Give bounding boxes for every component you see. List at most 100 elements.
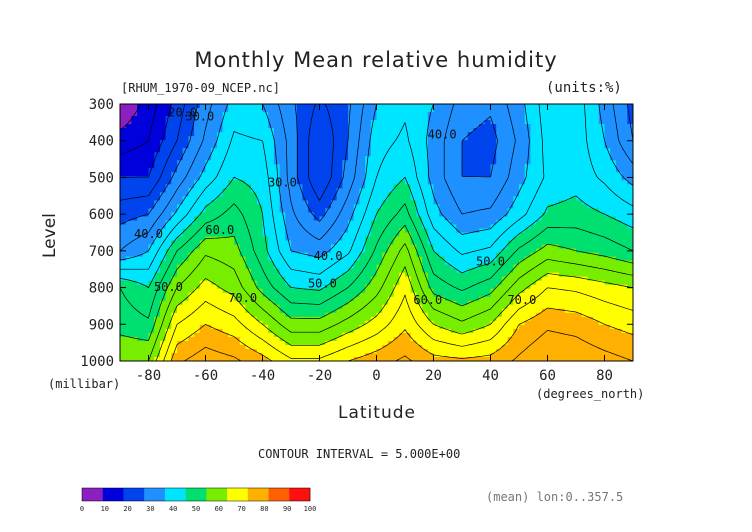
field-cell xyxy=(353,188,360,193)
field-cell xyxy=(348,220,355,226)
field-cell xyxy=(558,284,566,290)
field-cell xyxy=(211,200,218,205)
field-cell xyxy=(479,228,486,234)
field-cell xyxy=(615,304,623,310)
field-cell xyxy=(393,172,400,177)
field-cell xyxy=(467,220,474,226)
field-cell xyxy=(182,168,189,173)
field-cell xyxy=(570,208,577,214)
field-cell xyxy=(262,264,269,270)
field-cell xyxy=(519,148,526,153)
field-cell xyxy=(501,284,509,290)
field-cell xyxy=(473,296,480,302)
field-cell xyxy=(273,276,281,282)
field-cell xyxy=(245,164,252,169)
field-cell xyxy=(376,304,383,310)
field-cell xyxy=(593,220,600,226)
field-cell xyxy=(479,176,486,181)
field-cell xyxy=(285,252,292,258)
field-cell xyxy=(507,212,514,218)
field-cell xyxy=(570,164,577,169)
field-cell xyxy=(570,232,577,238)
field-cell xyxy=(456,228,463,234)
field-cell xyxy=(587,108,594,113)
field-cell xyxy=(222,312,229,318)
field-cell xyxy=(615,196,623,201)
field-cell xyxy=(524,176,531,181)
field-cell xyxy=(604,240,611,246)
field-cell xyxy=(353,176,360,181)
field-cell xyxy=(291,236,298,242)
field-cell xyxy=(496,184,503,189)
field-cell xyxy=(382,216,389,222)
field-cell xyxy=(273,136,281,141)
field-cell xyxy=(336,156,343,161)
field-cell xyxy=(444,236,452,242)
field-cell xyxy=(501,204,509,210)
field-cell xyxy=(530,136,537,141)
field-cell xyxy=(456,304,463,310)
field-cell xyxy=(291,140,298,145)
field-cell xyxy=(496,316,503,322)
field-cell xyxy=(222,160,229,165)
field-cell xyxy=(194,124,201,129)
field-cell xyxy=(239,252,246,258)
field-cell xyxy=(251,224,258,230)
field-cell xyxy=(120,296,127,302)
field-cell xyxy=(581,192,588,197)
field-cell xyxy=(570,280,577,286)
field-cell xyxy=(598,200,606,205)
field-cell xyxy=(205,256,212,262)
field-cell xyxy=(302,260,309,266)
field-cell xyxy=(576,264,583,270)
field-cell xyxy=(536,236,543,242)
field-cell xyxy=(154,324,161,330)
field-cell xyxy=(450,292,457,298)
field-cell xyxy=(239,216,246,222)
field-cell xyxy=(467,148,474,153)
field-cell xyxy=(342,184,349,189)
field-cell xyxy=(547,248,554,254)
field-cell xyxy=(467,292,474,298)
field-cell xyxy=(587,220,594,226)
field-cell xyxy=(262,184,269,189)
field-cell xyxy=(182,180,189,185)
field-cell xyxy=(256,324,264,330)
field-cell xyxy=(222,184,229,189)
field-cell xyxy=(519,264,526,270)
field-cell xyxy=(125,252,132,258)
field-cell xyxy=(234,192,241,197)
field-cell xyxy=(376,276,383,282)
field-cell xyxy=(177,260,184,266)
field-cell xyxy=(479,104,486,109)
field-cell xyxy=(171,276,178,282)
field-cell xyxy=(405,280,412,286)
field-cell xyxy=(120,244,127,250)
field-cell xyxy=(621,260,628,266)
field-cell xyxy=(342,108,349,113)
field-cell xyxy=(148,116,155,121)
field-cell xyxy=(570,180,577,185)
field-cell xyxy=(439,268,446,274)
field-cell xyxy=(604,116,611,121)
field-cell xyxy=(387,212,395,218)
field-cell xyxy=(513,204,520,210)
field-cell xyxy=(251,148,258,153)
field-cell xyxy=(524,316,531,322)
field-cell xyxy=(137,212,144,218)
field-cell xyxy=(154,304,161,310)
field-cell xyxy=(325,108,332,113)
field-cell xyxy=(336,244,343,250)
field-cell xyxy=(627,276,633,282)
field-cell xyxy=(348,160,355,165)
field-cell xyxy=(473,228,480,234)
field-cell xyxy=(433,284,440,290)
field-cell xyxy=(610,244,617,250)
field-cell xyxy=(154,260,161,266)
field-cell xyxy=(621,156,628,161)
field-cell xyxy=(593,292,600,298)
field-cell xyxy=(188,144,195,149)
field-cell xyxy=(524,296,531,302)
field-cell xyxy=(291,292,298,298)
field-cell xyxy=(581,152,588,157)
